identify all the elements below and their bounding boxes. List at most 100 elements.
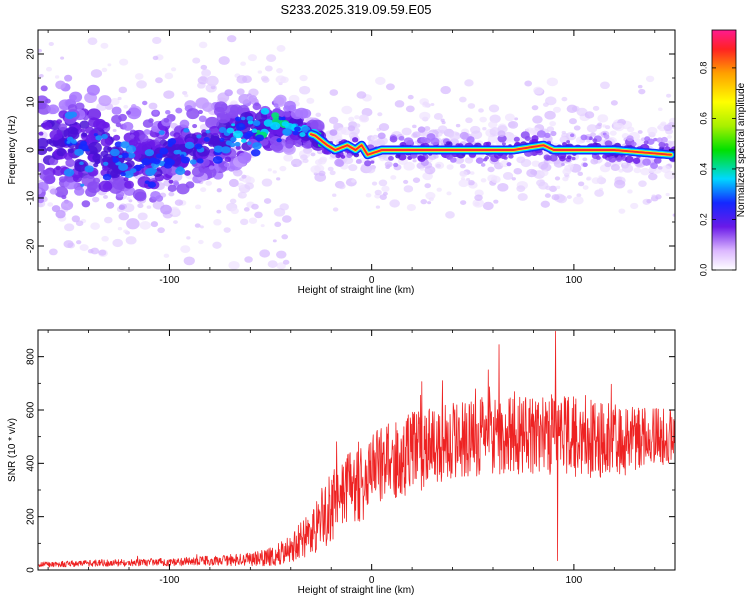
heatmap-cell — [157, 227, 165, 234]
heatmap-cell — [74, 161, 87, 172]
heatmap-cell — [627, 189, 633, 194]
heatmap-cell — [290, 158, 302, 168]
heatmap-cell — [385, 165, 391, 170]
snr-ytick-label: 600 — [26, 401, 37, 418]
heatmap-cell — [490, 175, 501, 184]
heatmap-cell — [90, 222, 101, 230]
heatmap-cell — [497, 134, 507, 143]
heatmap-cell — [445, 211, 455, 219]
heatmap-cell — [223, 162, 230, 168]
heatmap-cell — [511, 177, 516, 181]
heatmap-cell — [100, 137, 113, 147]
heatmap-cell — [273, 207, 286, 217]
heatmap-cell — [554, 176, 561, 181]
heatmap-cell — [216, 188, 222, 193]
heatmap-cell — [424, 126, 431, 131]
heatmap-cell — [261, 178, 273, 187]
heatmap-cell — [118, 212, 130, 221]
heatmap-hotspot — [240, 116, 246, 121]
heatmap-cell — [314, 172, 327, 182]
heatmap-hotspot — [270, 122, 281, 130]
heatmap-cell — [165, 110, 171, 115]
heatmap-cell — [501, 142, 506, 146]
heatmap-cell — [646, 199, 652, 204]
colorbar-tick-label: 0.6 — [698, 112, 708, 125]
heatmap-cell — [79, 244, 89, 252]
heatmap-hotspot — [282, 128, 293, 136]
heatmap-cell — [446, 141, 451, 145]
heatmap-cell — [199, 225, 204, 229]
heatmap-cell — [648, 173, 658, 181]
heatmap-cell — [117, 96, 122, 101]
heatmap-cell — [109, 169, 121, 179]
heatmap-cell — [143, 129, 151, 135]
heatmap-cell — [205, 180, 213, 186]
heatmap-cell — [242, 75, 252, 84]
heatmap-cell — [446, 164, 454, 170]
heatmap-cell — [605, 125, 611, 130]
heatmap-hotspot — [121, 152, 129, 159]
heatmap-cell — [125, 236, 137, 245]
heatmap-cell — [586, 124, 598, 133]
heatmap-cell — [282, 259, 290, 265]
heatmap-cell — [259, 249, 271, 258]
heatmap-cell — [38, 188, 42, 195]
heatmap-xlabel: Height of straight line (km) — [298, 285, 415, 296]
heatmap-cell — [582, 157, 588, 162]
heatmap-cell — [524, 135, 531, 141]
heatmap-cell — [464, 157, 474, 164]
heatmap-cell — [385, 83, 395, 91]
heatmap-cell — [261, 77, 270, 83]
heatmap-cell — [466, 136, 475, 144]
heatmap-cell — [88, 141, 102, 154]
figure-title: S233.2025.319.09.59.E05 — [280, 2, 431, 17]
heatmap-cell — [198, 239, 204, 245]
heatmap-cell — [195, 97, 210, 109]
heatmap-cell — [45, 66, 53, 72]
heatmap-cell — [341, 105, 353, 115]
heatmap-cell — [72, 174, 83, 183]
heatmap-cell — [412, 177, 421, 183]
heatmap-cell — [82, 132, 88, 137]
heatmap-hotspot — [246, 115, 254, 122]
heatmap-cell — [489, 114, 501, 124]
heatmap-cell — [40, 85, 48, 92]
heatmap-cell — [182, 90, 188, 95]
heatmap-cell — [478, 108, 484, 113]
heatmap-hotspot — [291, 123, 297, 128]
heatmap-cell — [48, 41, 54, 47]
heatmap-cell — [104, 216, 113, 224]
heatmap-cell — [555, 185, 561, 190]
heatmap-hotspot — [109, 148, 120, 157]
heatmap-hotspot — [103, 161, 109, 166]
heatmap-cell — [192, 123, 198, 129]
heatmap-cell — [475, 157, 484, 164]
heatmap-cell — [420, 167, 425, 171]
heatmap-cell — [618, 208, 626, 214]
heatmap-hotspot — [144, 149, 155, 157]
heatmap-cell — [665, 192, 670, 197]
heatmap-cell — [132, 189, 147, 201]
heatmap-cell — [46, 146, 53, 152]
heatmap-cell — [160, 204, 172, 215]
heatmap-cell — [197, 76, 209, 85]
heatmap-cell — [538, 161, 549, 170]
heatmap-cell — [455, 123, 461, 128]
heatmap-cell — [67, 104, 78, 113]
heatmap-cell — [118, 204, 126, 210]
heatmap-hotspot — [80, 140, 88, 147]
heatmap-cell — [546, 77, 559, 87]
heatmap-cell — [637, 130, 643, 134]
heatmap-cell — [283, 154, 293, 162]
heatmap-cell — [592, 138, 598, 143]
heatmap-cell — [263, 198, 272, 204]
heatmap-cell — [433, 112, 443, 120]
snr-ytick-label: 800 — [26, 348, 37, 365]
heatmap-cell — [633, 167, 642, 174]
heatmap-cell — [590, 158, 599, 165]
heatmap-cell — [508, 120, 519, 129]
heatmap-cell — [393, 162, 399, 168]
heatmap-cell — [260, 224, 265, 228]
heatmap-cell — [127, 107, 142, 120]
colorbar-tick-label: 0.4 — [698, 163, 708, 176]
